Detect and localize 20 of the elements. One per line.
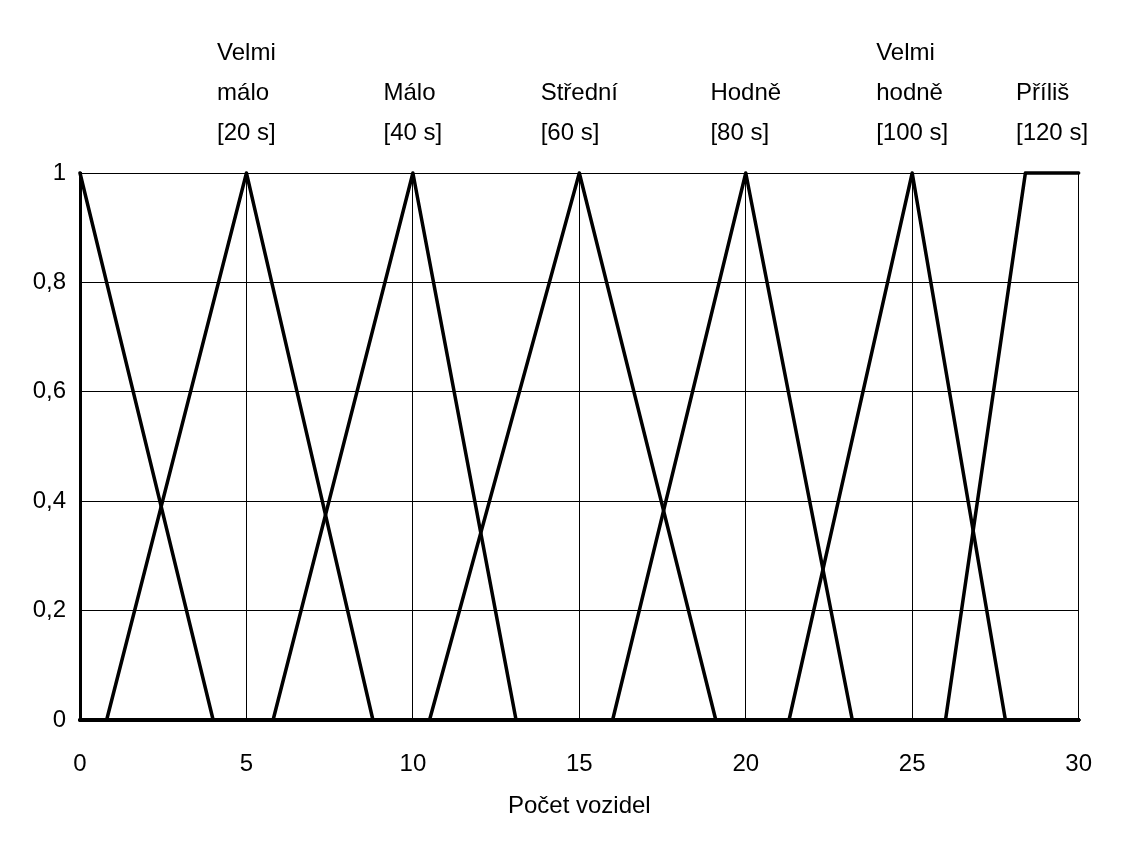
series-label: Málo [40 s] [383,78,443,145]
x-tick-label: 20 [732,749,760,777]
x-tick-label: 30 [1065,749,1092,777]
y-tick-label: 1 [52,157,66,185]
y-tick-label: 0,8 [32,267,66,295]
x-tick-label: 5 [239,749,254,777]
series-label: Velmi hodně [100 s] [876,38,949,145]
x-tick-label: 0 [73,749,87,777]
series-label: Hodně [80 s] [710,78,782,145]
series-label: Střední [60 s] [540,78,619,145]
y-tick-label: 0,2 [32,595,66,623]
y-tick-label: 0,6 [32,376,66,404]
y-tick-label: 0,4 [32,485,66,513]
x-tick-label: 15 [565,749,593,777]
series-label: Velmi málo [20 s] [217,38,276,145]
x-tick-label: 25 [898,749,926,777]
x-axis-title: Počet vozidel [507,791,651,819]
x-tick-label: 10 [399,749,427,777]
series-label: Příliš [120 s] [1016,78,1089,145]
y-tick-label: 0 [52,704,66,732]
